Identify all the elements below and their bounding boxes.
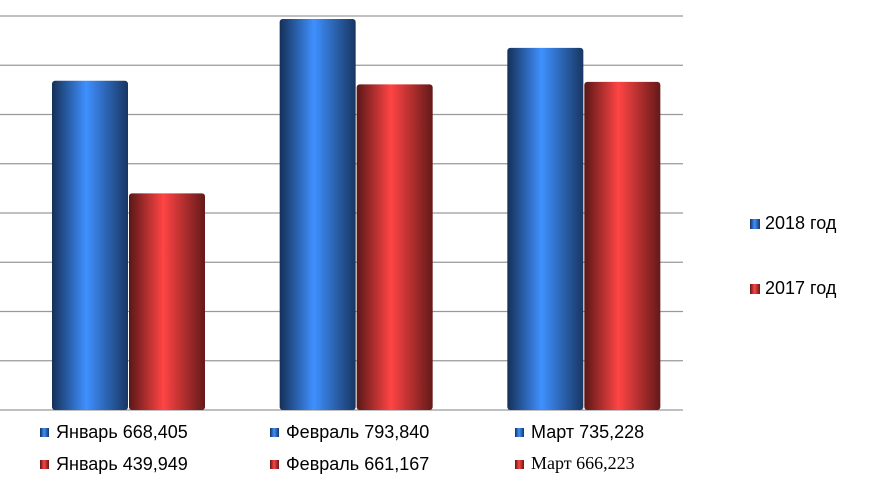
bar bbox=[52, 80, 128, 410]
bar bbox=[584, 81, 661, 411]
category-label: Март bbox=[531, 422, 574, 442]
legend-marker bbox=[750, 219, 760, 229]
category-label: Январь bbox=[56, 422, 118, 442]
legend-label: 2018 год bbox=[765, 213, 837, 233]
label-marker bbox=[40, 428, 49, 437]
bar bbox=[279, 19, 356, 410]
value-label: 661,167 bbox=[364, 454, 429, 474]
label-marker bbox=[515, 460, 524, 469]
label-marker bbox=[40, 460, 49, 469]
category-label: Февраль bbox=[286, 454, 359, 474]
value-label: 735,228 bbox=[579, 422, 644, 442]
value-label: 668,405 bbox=[123, 422, 188, 442]
bar-label: Январь 668,405 bbox=[56, 422, 188, 442]
value-label: 793,840 bbox=[364, 422, 429, 442]
label-marker bbox=[270, 428, 279, 437]
label-marker bbox=[515, 428, 524, 437]
bar bbox=[507, 47, 584, 411]
legend-label: 2017 год bbox=[765, 278, 837, 298]
value-label: 666,223 bbox=[576, 453, 635, 473]
value-label: 439,949 bbox=[123, 454, 188, 474]
bar-label: Февраль 793,840 bbox=[286, 422, 429, 442]
bar-label: Март 735,228 bbox=[531, 422, 644, 442]
bar bbox=[129, 193, 205, 410]
bar-label: Февраль 661,167 bbox=[286, 454, 429, 474]
label-marker bbox=[270, 460, 279, 469]
bar-label: Январь 439,949 bbox=[56, 454, 188, 474]
bar-label: Март 666,223 bbox=[531, 453, 635, 473]
legend-marker bbox=[750, 284, 760, 294]
bar bbox=[356, 84, 433, 411]
category-label: Март bbox=[531, 453, 572, 473]
category-label: Февраль bbox=[286, 422, 359, 442]
category-label: Январь bbox=[56, 454, 118, 474]
